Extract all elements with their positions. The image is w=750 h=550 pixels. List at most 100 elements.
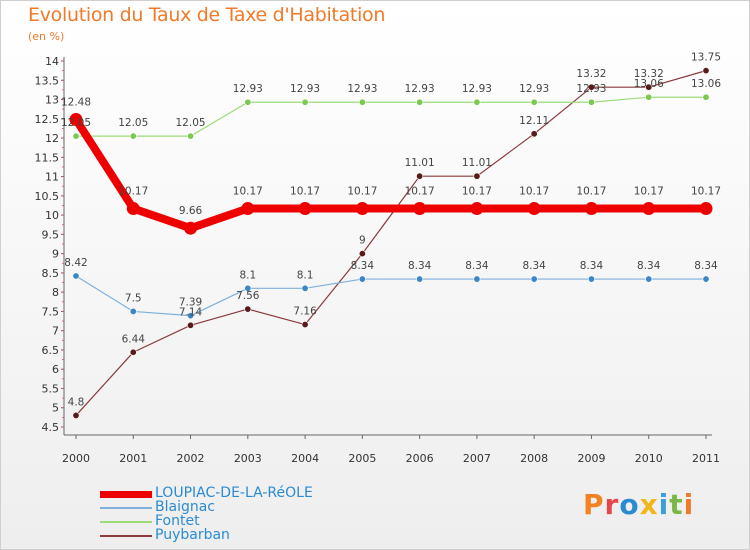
data-point [358, 250, 366, 258]
series-line-fontet [75, 96, 707, 137]
data-label: 7.5 [125, 292, 142, 304]
y-tick-label: 6 [52, 363, 59, 376]
y-tick-label: 7.5 [42, 305, 60, 318]
data-point [473, 172, 481, 180]
data-point [473, 98, 481, 106]
data-label: 13.06 [634, 78, 664, 90]
y-tick-label: 5 [52, 402, 59, 415]
legend-swatch [100, 535, 152, 537]
data-label: 10.17 [634, 186, 664, 198]
data-label: 8.34 [408, 260, 432, 272]
data-point [301, 284, 309, 292]
y-tick-label: 12 [45, 132, 59, 145]
logo-letter: o [619, 488, 640, 521]
data-point [184, 221, 198, 235]
data-label: 6.44 [122, 333, 146, 345]
data-point [530, 98, 538, 106]
logo-letter: i [683, 488, 695, 521]
legend-label: Fontet [155, 513, 200, 529]
x-tick-label: 2007 [463, 452, 491, 465]
logo-letter: P [583, 488, 605, 521]
data-point [416, 172, 424, 180]
legend-label: Puybarban [155, 527, 230, 543]
data-label: 7.14 [179, 306, 203, 318]
data-label: 12.93 [347, 83, 377, 95]
series-line-blaignac [75, 275, 707, 317]
data-label: 8.1 [239, 269, 256, 281]
data-label: 7.16 [293, 306, 317, 318]
data-label: 10.17 [405, 186, 435, 198]
data-point [413, 202, 427, 216]
y-tick-label: 10 [45, 209, 59, 222]
data-label: 10.17 [519, 186, 549, 198]
data-point [473, 275, 481, 283]
data-point [702, 275, 710, 283]
data-label: 12.93 [290, 83, 320, 95]
x-tick-label: 2003 [234, 452, 262, 465]
data-label: 13.32 [634, 68, 664, 80]
data-point [642, 202, 656, 216]
data-label: 12.93 [576, 83, 606, 95]
data-label: 12.05 [118, 117, 148, 129]
data-label: 8.1 [297, 269, 314, 281]
data-label: 12.93 [233, 83, 263, 95]
legend-label: Blaignac [155, 499, 215, 515]
data-point [645, 93, 653, 101]
y-tick-label: 10.5 [35, 190, 60, 203]
legend-swatch [100, 521, 152, 523]
data-label: 12.93 [519, 83, 549, 95]
data-label: 8.34 [580, 260, 604, 272]
legend-label: LOUPIAC-DE-LA-RéOLE [155, 485, 313, 501]
x-tick-label: 2000 [62, 452, 90, 465]
y-tick-label: 11 [45, 171, 59, 184]
data-point [416, 275, 424, 283]
data-label: 13.32 [576, 68, 606, 80]
y-tick-label: 8.5 [42, 267, 60, 280]
logo-letter: t [669, 488, 684, 521]
data-label: 11.01 [405, 157, 435, 169]
data-point [72, 132, 80, 140]
data-point [587, 98, 595, 106]
x-tick-label: 2006 [406, 452, 434, 465]
data-point [69, 113, 83, 127]
data-label: 10.17 [118, 186, 148, 198]
y-tick-label: 12.5 [35, 113, 60, 126]
data-label: 12.48 [61, 97, 91, 109]
data-point [645, 83, 653, 91]
chart-title: Evolution du Taux de Taxe d'Habitation [28, 4, 386, 26]
data-point [301, 98, 309, 106]
x-tick-label: 2008 [520, 452, 548, 465]
data-point [530, 275, 538, 283]
data-label: 12.05 [176, 117, 206, 129]
chart-subtitle: (en %) [28, 30, 65, 43]
y-tick-label: 9.5 [42, 228, 60, 241]
data-label: 10.17 [462, 186, 492, 198]
data-label: 13.06 [691, 78, 721, 90]
y-tick-label: 14 [45, 55, 59, 68]
data-point [301, 321, 309, 329]
data-label: 10.17 [233, 186, 263, 198]
data-point [527, 202, 541, 216]
data-label: 8.34 [351, 260, 375, 272]
data-point [129, 348, 137, 356]
data-point [187, 132, 195, 140]
data-point [587, 83, 595, 91]
data-point [587, 275, 595, 283]
data-label: 10.17 [290, 186, 320, 198]
y-tick-label: 13 [45, 94, 59, 107]
data-label: 12.93 [462, 83, 492, 95]
data-label: 10.17 [576, 186, 606, 198]
data-label: 4.8 [68, 396, 85, 408]
data-label: 12.93 [405, 83, 435, 95]
data-point [129, 132, 137, 140]
data-label: 12.05 [61, 117, 91, 129]
data-point [244, 305, 252, 313]
data-label: 8.34 [522, 260, 546, 272]
y-tick-label: 9 [52, 248, 59, 261]
data-point [187, 312, 195, 320]
data-point [358, 98, 366, 106]
legend-swatch [100, 507, 152, 509]
logo-letter: i [658, 488, 670, 521]
